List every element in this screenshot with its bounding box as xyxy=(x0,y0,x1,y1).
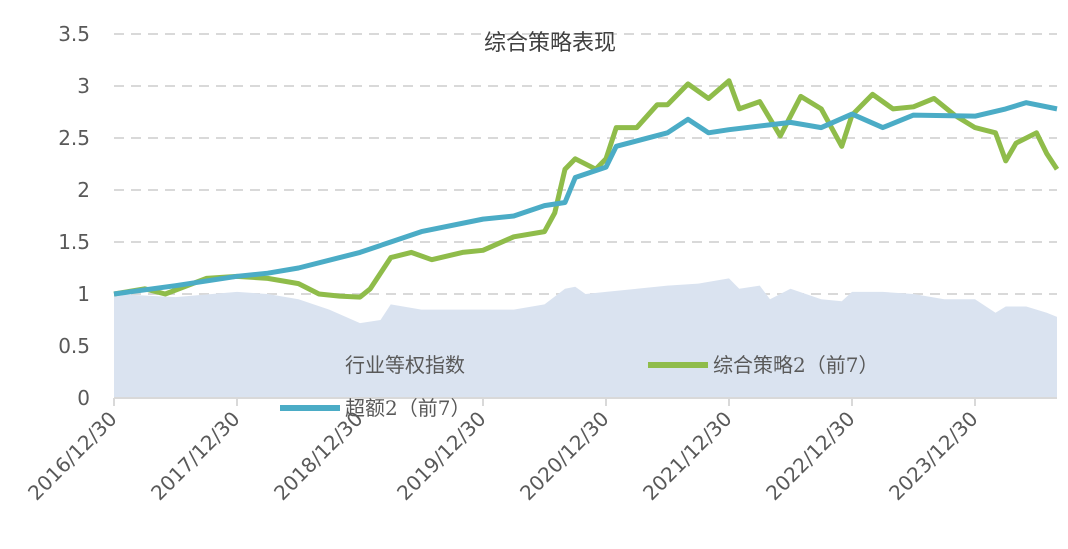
x-tick-label: 2023/12/30 xyxy=(884,407,982,505)
y-tick-label: 2.5 xyxy=(58,126,90,150)
x-tick-label: 2019/12/30 xyxy=(392,407,490,505)
legend-label-green: 综合策略2（前7） xyxy=(713,353,878,377)
legend: 行业等权指数 综合策略2（前7） 超额2（前7） xyxy=(280,353,878,420)
y-tick-label: 3.5 xyxy=(58,22,90,46)
area-industry-equal-weight xyxy=(114,278,1057,398)
x-tick-label: 2021/12/30 xyxy=(638,407,736,505)
legend-label-blue: 超额2（前7） xyxy=(345,396,470,420)
x-tick-label: 2017/12/30 xyxy=(146,407,244,505)
y-tick-label: 1.5 xyxy=(58,230,90,254)
x-tick-label: 2016/12/30 xyxy=(23,407,121,505)
area-series xyxy=(114,278,1057,398)
y-tick-label: 3 xyxy=(77,74,90,98)
y-tick-label: 0.5 xyxy=(58,334,90,358)
axes: 0 0.5 1 1.5 2 2.5 3 3.5 2016/12/30 2017/12/30 2018… xyxy=(23,22,1057,505)
x-tick-label: 2018/12/30 xyxy=(269,407,367,505)
line-strategy-2 xyxy=(113,78,1060,300)
x-tick-label: 2022/12/30 xyxy=(761,407,859,505)
y-tick-label: 0 xyxy=(77,386,90,410)
line-series xyxy=(113,78,1060,300)
y-tick-label: 2 xyxy=(77,178,90,202)
y-tick-label: 1 xyxy=(77,282,90,306)
x-tick-label: 2020/12/30 xyxy=(515,407,613,505)
line-excess-2 xyxy=(113,100,1058,297)
chart-title: 综合策略表现 xyxy=(484,31,616,56)
legend-label-area: 行业等权指数 xyxy=(345,353,465,377)
